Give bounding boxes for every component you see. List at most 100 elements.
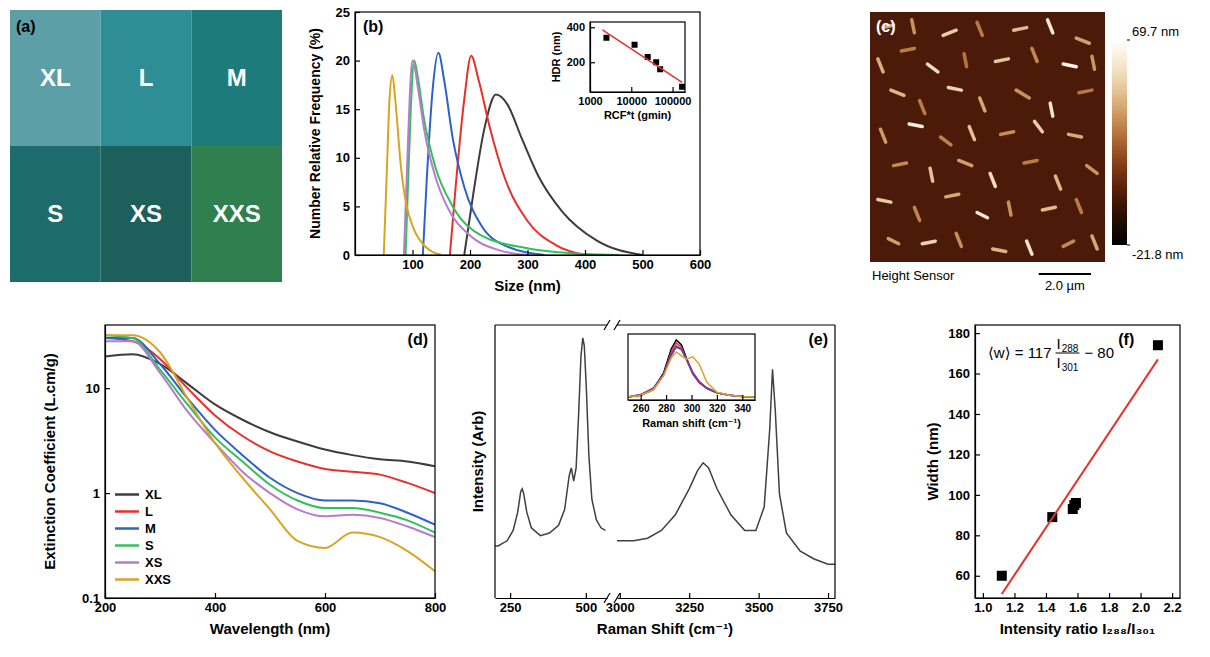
legend-label: S — [145, 538, 154, 553]
tick-mark — [642, 250, 643, 255]
point — [632, 42, 638, 48]
tick: 1.2 — [1006, 593, 1024, 615]
tick-label: 1.4 — [1037, 600, 1056, 615]
point — [679, 84, 685, 90]
rod — [1035, 121, 1043, 131]
tick-mark — [470, 250, 471, 255]
marks — [105, 335, 435, 571]
equation: ⟨w⟩ = 117I288I301− 80 — [988, 335, 1114, 373]
axis-line — [591, 92, 686, 93]
tick-label: 600 — [690, 257, 712, 272]
tick: 0.1 — [82, 591, 110, 606]
tick-label: 3750 — [814, 600, 843, 615]
colorbar-tick — [1127, 245, 1130, 246]
rod — [1008, 202, 1011, 215]
image — [870, 12, 1105, 262]
rod — [912, 20, 915, 33]
tick: 100000 — [655, 87, 692, 107]
equation-text: 301 — [1062, 362, 1079, 373]
tick-label: 60 — [956, 568, 970, 583]
plot-frame — [590, 22, 685, 92]
equation-text: − 80 — [1084, 344, 1114, 361]
plot-frame — [355, 12, 700, 255]
tick-mark — [759, 593, 760, 598]
y-axis: 6080100120140160180 — [948, 326, 980, 599]
series-line — [105, 354, 435, 466]
tick-label: 400 — [567, 21, 585, 33]
tick-mark — [975, 373, 980, 374]
legend-label: XS — [145, 555, 163, 570]
frame-line — [617, 324, 835, 325]
rod — [964, 54, 967, 67]
panel-label: (c) — [876, 18, 896, 35]
colorbar-tick — [1127, 40, 1130, 41]
tick-mark — [975, 576, 980, 577]
rod — [1092, 236, 1097, 249]
tick-label: 120 — [948, 447, 970, 462]
rod — [920, 101, 925, 114]
tick-mark — [1046, 593, 1047, 598]
x-axis: 100010000100000 — [578, 87, 691, 107]
tick-label: 400 — [205, 600, 227, 615]
tick-label: 2.2 — [1164, 600, 1182, 615]
tick-mark — [527, 250, 528, 255]
swatch-label: XL — [40, 64, 71, 91]
axis-break — [614, 593, 620, 603]
frame-line — [834, 325, 835, 598]
tick-label: 140 — [948, 407, 970, 422]
tick: 2.2 — [1164, 593, 1182, 615]
tick-label: 10 — [336, 150, 350, 165]
tick: 5 — [343, 199, 360, 214]
tick-label: 25 — [336, 5, 350, 20]
x-axis-title: RCF*t (gmin) — [604, 109, 672, 121]
panel-c: (c)69.7 nm-21.8 nmHeight Sensor2.0 µm — [870, 12, 1183, 293]
tick-mark — [105, 388, 110, 389]
rod — [1014, 28, 1027, 31]
axis-line — [618, 598, 836, 599]
rod — [909, 124, 922, 127]
y-axis-title: HDR (nm) — [550, 31, 562, 82]
rod — [959, 160, 972, 165]
tick-label: 20 — [336, 53, 350, 68]
tick: 25 — [336, 5, 360, 20]
swatch-label: S — [47, 200, 63, 227]
panel-a: XLLMSXSXXS(a) — [10, 10, 282, 282]
swatch-label: M — [227, 64, 247, 91]
tick: 3750 — [814, 593, 843, 615]
tick: 200 — [567, 56, 595, 68]
tick: 1.6 — [1069, 593, 1087, 615]
tick-mark — [700, 250, 701, 255]
tick: 3500 — [745, 593, 774, 615]
rod — [946, 194, 959, 197]
tick: 160 — [948, 366, 980, 381]
tick-label: 100 — [948, 488, 970, 503]
tick: 100 — [948, 488, 980, 503]
equation-text: ⟨w⟩ = 117 — [988, 344, 1052, 361]
fraction-bar — [1056, 353, 1080, 354]
legend-swatch — [115, 561, 139, 564]
tick-mark — [355, 206, 360, 207]
axis-line — [629, 400, 756, 401]
swatch — [101, 10, 192, 146]
tick-label: 1 — [93, 486, 100, 501]
tick-mark — [105, 493, 110, 494]
rod — [977, 22, 982, 35]
tick: 180 — [948, 326, 980, 341]
swatch — [101, 146, 192, 282]
tick: 2.0 — [1132, 593, 1150, 615]
inset-background — [628, 334, 755, 400]
point — [1153, 340, 1163, 350]
rod — [1079, 90, 1092, 93]
series-line — [105, 341, 435, 537]
point — [603, 35, 609, 41]
tick-label: 200 — [567, 56, 585, 68]
point — [1071, 498, 1081, 508]
tick-mark — [1014, 593, 1015, 598]
swatch — [10, 10, 101, 146]
axis-line — [976, 598, 1181, 599]
panel-label: (e) — [808, 331, 828, 348]
swatch-label: L — [139, 64, 154, 91]
series-line — [628, 352, 755, 397]
tick: 10 — [336, 150, 360, 165]
rod — [1055, 176, 1060, 189]
